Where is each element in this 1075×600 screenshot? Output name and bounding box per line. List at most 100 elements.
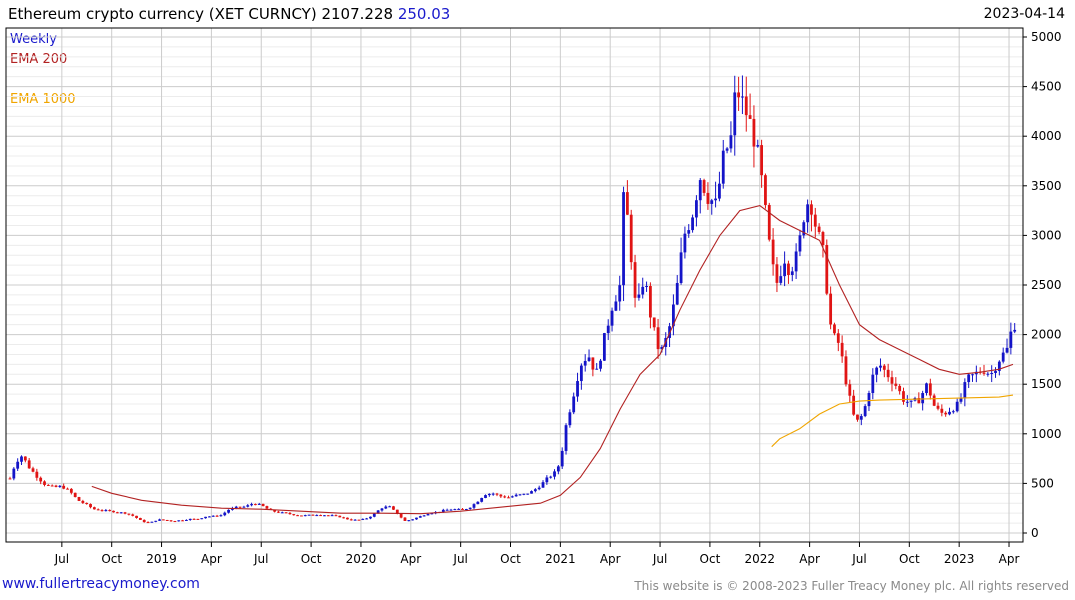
candle-down xyxy=(737,92,740,98)
candle-down xyxy=(300,515,303,517)
candle-up xyxy=(675,282,679,305)
candle-down xyxy=(902,391,905,402)
candle-up xyxy=(925,383,928,394)
candle-up xyxy=(415,517,418,520)
candle-up xyxy=(411,519,415,521)
chart-title-row: Ethereum crypto currency (XET CURNCY) 21… xyxy=(8,5,450,23)
candle-up xyxy=(541,482,545,488)
candle-down xyxy=(138,517,142,520)
candle-up xyxy=(518,494,522,496)
axes: 0 500 1000 1500 2000 2500 3000 3500 4000 4500 5000… xyxy=(5,27,1062,566)
candle-up xyxy=(242,506,246,508)
candle-up xyxy=(441,509,445,512)
candle-up xyxy=(219,515,223,517)
x-tick-label: Oct xyxy=(301,552,322,566)
footer-link[interactable]: www.fullertreacymoney.com xyxy=(2,576,200,592)
x-tick-label: 2019 xyxy=(146,552,177,566)
candle-down xyxy=(69,488,73,493)
candle-up xyxy=(20,456,23,462)
candle-down xyxy=(169,520,173,522)
candle-down xyxy=(629,214,633,263)
candle-up xyxy=(602,333,606,361)
candle-up xyxy=(384,506,388,509)
candle-up xyxy=(695,200,698,218)
legend-weekly: Weekly xyxy=(10,32,57,47)
candle-down xyxy=(848,384,852,396)
x-tick-label: Apr xyxy=(999,552,1020,566)
candle-down xyxy=(852,395,856,415)
y-tick-label: 1500 xyxy=(1031,377,1062,391)
candle-down xyxy=(503,496,507,498)
candle-up xyxy=(971,374,974,376)
candle-up xyxy=(257,503,261,505)
candle-up xyxy=(227,509,230,513)
candle-down xyxy=(181,520,184,522)
candle-down xyxy=(311,514,315,516)
candlesticks xyxy=(8,75,1017,524)
candle-up xyxy=(990,373,994,375)
candle-up xyxy=(568,412,572,426)
candle-down xyxy=(752,118,756,147)
candle-up xyxy=(211,515,215,517)
candle-down xyxy=(261,503,265,507)
candle-down xyxy=(173,521,177,523)
candle-down xyxy=(813,214,817,227)
legend-ema200: EMA 200 xyxy=(10,52,68,67)
candle-up xyxy=(679,252,683,283)
candle-up xyxy=(200,518,204,520)
candle-up xyxy=(909,400,913,402)
y-tick-label: 4500 xyxy=(1031,80,1062,94)
candle-up xyxy=(618,285,622,302)
candle-down xyxy=(238,506,242,508)
x-tick-label: Apr xyxy=(400,552,421,566)
candle-up xyxy=(422,515,426,517)
candle-up xyxy=(1013,329,1017,332)
candle-down xyxy=(461,508,464,510)
x-tick-label: Oct xyxy=(101,552,122,566)
candle-up xyxy=(986,373,990,375)
candle-up xyxy=(480,497,484,502)
candle-up xyxy=(721,150,725,184)
candle-up xyxy=(549,476,553,478)
candle-up xyxy=(564,425,568,451)
candle-down xyxy=(100,510,104,512)
candle-down xyxy=(123,512,127,514)
candle-down xyxy=(92,507,96,510)
candle-down xyxy=(936,405,940,409)
candle-down xyxy=(142,519,146,523)
candle-up xyxy=(794,251,798,272)
candle-up xyxy=(303,515,307,517)
candle-up xyxy=(280,512,284,514)
candle-down xyxy=(591,357,595,370)
candle-down xyxy=(62,485,66,489)
candle-up xyxy=(963,382,967,399)
candle-down xyxy=(395,509,399,514)
candle-up xyxy=(798,235,802,252)
candle-down xyxy=(31,468,35,472)
candle-up xyxy=(323,515,326,517)
candle-up xyxy=(951,411,955,413)
candle-up xyxy=(579,365,583,382)
candle-down xyxy=(836,333,840,343)
candle-up xyxy=(510,496,514,498)
candle-down xyxy=(273,509,276,512)
candle-up xyxy=(522,493,526,495)
candle-down xyxy=(346,517,349,520)
y-tick-label: 3000 xyxy=(1031,228,1062,242)
candle-up xyxy=(683,233,687,253)
candle-up xyxy=(560,450,564,467)
candle-down xyxy=(748,115,752,119)
candle-up xyxy=(553,471,556,477)
y-tick-label: 5000 xyxy=(1031,30,1062,44)
candle-up xyxy=(537,487,541,490)
candle-down xyxy=(495,493,499,495)
candle-up xyxy=(921,393,925,404)
candle-up xyxy=(353,519,357,521)
candle-up xyxy=(204,516,207,519)
candle-down xyxy=(357,519,361,521)
candle-up xyxy=(457,508,461,510)
x-tick-label: 2020 xyxy=(346,552,377,566)
ema-lines xyxy=(91,205,1014,515)
candle-up xyxy=(645,286,648,288)
